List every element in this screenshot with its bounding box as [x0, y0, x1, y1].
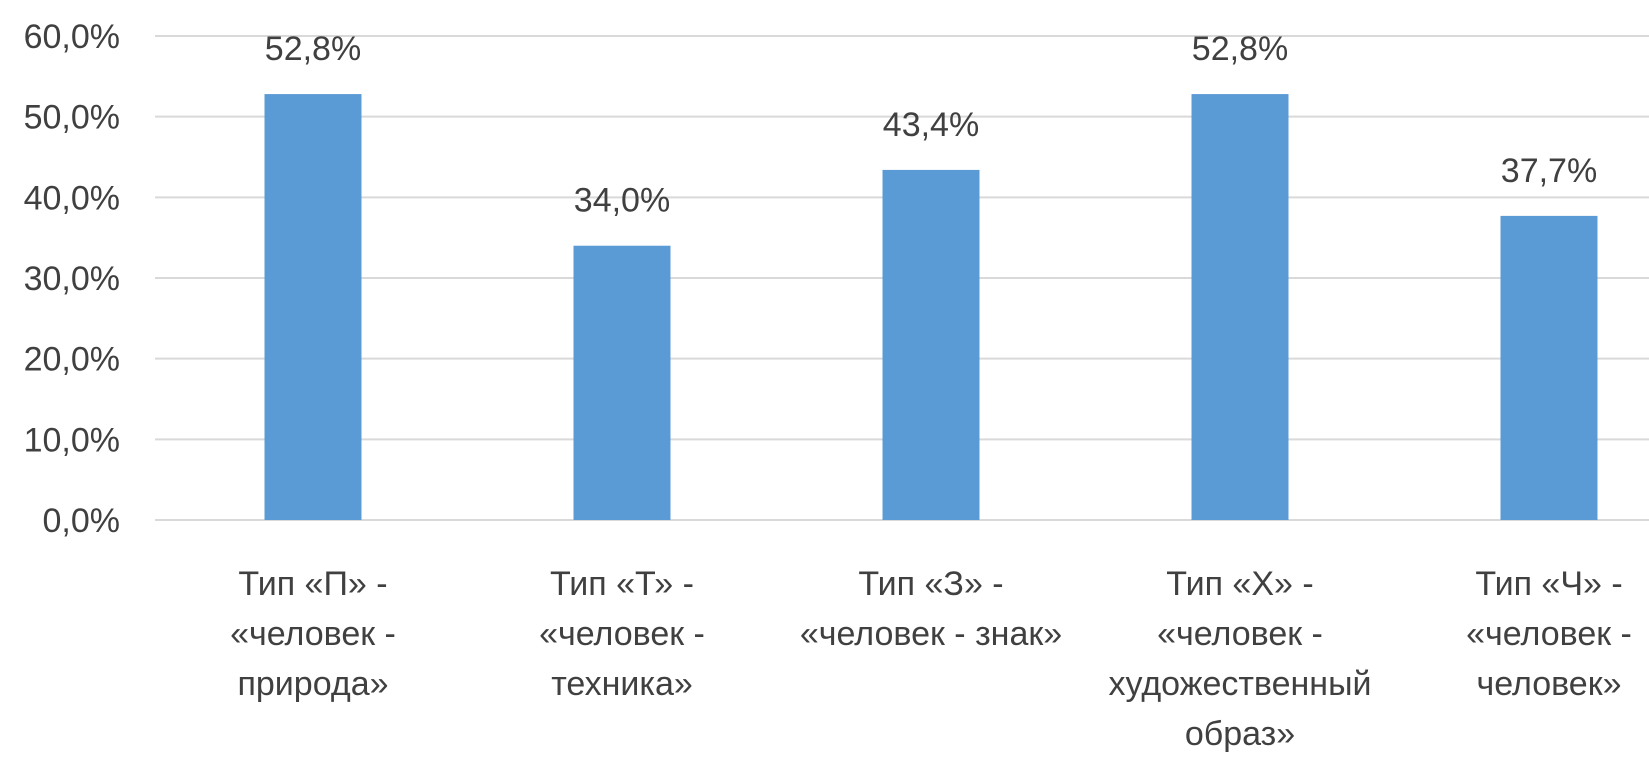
category-label-line: «человек - [230, 615, 396, 653]
category-label-line: техника» [551, 665, 693, 703]
category-label-line: Тип «Т» - [550, 565, 694, 603]
category-label: Тип «Х» - «человек - художественный образ» [1108, 565, 1371, 753]
y-tick-label: 30,0% [24, 260, 120, 298]
category-label-line: Тип «Х» - [1166, 565, 1313, 603]
bar [1191, 94, 1289, 520]
category-label: Тип «З» - «человек - знак» [800, 565, 1062, 653]
y-tick-label: 40,0% [24, 179, 120, 217]
y-tick-label: 0,0% [43, 502, 121, 540]
y-axis-tick-labels: 0,0% 10,0% 20,0% 30,0% 40,0% 50,0% 60,0% [24, 18, 120, 540]
category-label: Тип «Ч» - «человек - человек» [1466, 565, 1632, 703]
category-label: Тип «Т» - «человек - техника» [539, 565, 705, 703]
bar [264, 94, 362, 520]
bar [882, 169, 980, 520]
category-label-line: Тип «П» - [238, 565, 387, 603]
data-label: 34,0% [574, 182, 670, 220]
bars [264, 94, 1598, 521]
category-label-line: Тип «З» - [858, 565, 1003, 603]
category-label-line: «человек - знак» [800, 615, 1062, 653]
x-axis-category-labels: Тип «П» - «человек - природа» Тип «Т» - «чел… [230, 565, 1632, 753]
category-label-line: природа» [237, 665, 388, 703]
data-label: 52,8% [265, 30, 361, 68]
bar [573, 245, 671, 520]
y-tick-label: 60,0% [24, 18, 120, 56]
data-label: 52,8% [1192, 30, 1288, 68]
category-label-line: художественный [1108, 665, 1371, 703]
category-label: Тип «П» - «человек - природа» [230, 565, 396, 703]
category-label-line: «человек - [539, 615, 705, 653]
category-label-line: Тип «Ч» - [1475, 565, 1622, 603]
category-label-line: образ» [1185, 715, 1295, 753]
category-label-line: «человек - [1157, 615, 1323, 653]
data-labels: 52,8% 34,0% 43,4% 52,8% 37,7% [265, 30, 1597, 220]
y-tick-label: 50,0% [24, 99, 120, 137]
data-label: 37,7% [1501, 152, 1597, 190]
bar [1500, 215, 1598, 521]
category-label-line: «человек - [1466, 615, 1632, 653]
category-label-line: человек» [1477, 665, 1622, 703]
data-label: 43,4% [883, 106, 979, 144]
y-tick-label: 20,0% [24, 341, 120, 379]
y-tick-label: 10,0% [24, 421, 120, 459]
